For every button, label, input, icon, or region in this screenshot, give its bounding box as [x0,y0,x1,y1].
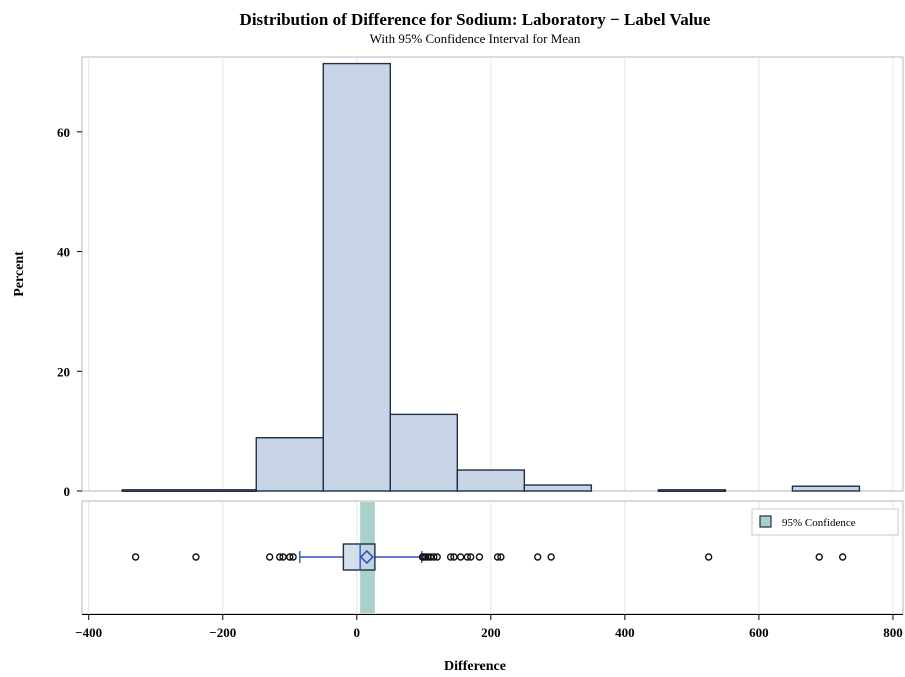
y-tick-label: 20 [57,364,70,379]
outlier-point [192,553,200,561]
boxplot-mean-marker [359,549,374,565]
outlier-point [289,553,297,561]
legend: 95% Confidence [751,508,899,536]
chart-title: Distribution of Difference for Sodium: L… [240,10,711,29]
histogram-bin [657,489,727,493]
histogram-bin [322,62,391,492]
outlier-point [467,553,475,561]
x-tick-label: 400 [615,625,635,640]
boxplot-box [342,543,376,571]
histogram-bin [791,485,861,492]
outlier-point [456,553,465,561]
outlier-point [704,553,713,561]
x-axis-ticks: −400 −200 0 200 400 600 800 [75,614,903,640]
outlier-point [426,553,435,561]
x-axis: −400 −200 0 200 400 600 800 [75,614,903,640]
x-axis-label: Difference [444,659,506,674]
x-tick-label: 600 [749,625,769,640]
histogram-bin [456,469,526,492]
outlier-point [463,553,472,561]
histogram-bin [523,484,593,492]
outlier-point [433,553,441,561]
outlier-point [265,553,274,561]
boxplot-panel: 95% Confidence [81,500,904,615]
histogram-bin [255,437,324,492]
histogram-bin [121,489,257,493]
outlier-point [131,553,140,561]
outlier-point [279,553,287,561]
outlier-point [815,553,823,561]
x-tick-label: 0 [354,625,361,640]
outlier-point [446,553,455,561]
histogram-bins [121,62,861,493]
outlier-point [475,553,484,561]
outlier-point [547,553,555,561]
outlier-point [838,553,847,561]
histogram-panel-frame [81,56,904,492]
boxplot-outliers [131,553,847,561]
outlier-point [276,553,284,561]
x-tick-label: −400 [75,625,102,640]
y-tick-label: 60 [57,125,70,140]
histogram-gridlines [88,58,894,490]
y-axis-ticks: 0 20 40 60 [57,125,82,499]
legend-label: 95% Confidence [782,517,856,529]
y-tick-label: 0 [64,484,71,499]
outlier-point [450,553,458,561]
x-tick-label: 800 [883,625,903,640]
y-axis-label: Percent [12,251,27,297]
histogram-bin [389,413,459,492]
histogram-panel: 0 20 40 60 [57,56,904,499]
outlier-point [497,553,505,561]
outlier-point [534,553,542,561]
chart-subtitle: With 95% Confidence Interval for Mean [370,31,581,46]
x-tick-label: 200 [481,625,501,640]
x-tick-label: −200 [209,625,236,640]
y-tick-label: 40 [57,245,70,260]
outlier-point [286,553,294,561]
legend-swatch [759,515,772,528]
boxplot [299,543,423,571]
outlier-point [430,553,438,561]
outlier-point [493,553,502,561]
legend-frame [751,508,899,536]
